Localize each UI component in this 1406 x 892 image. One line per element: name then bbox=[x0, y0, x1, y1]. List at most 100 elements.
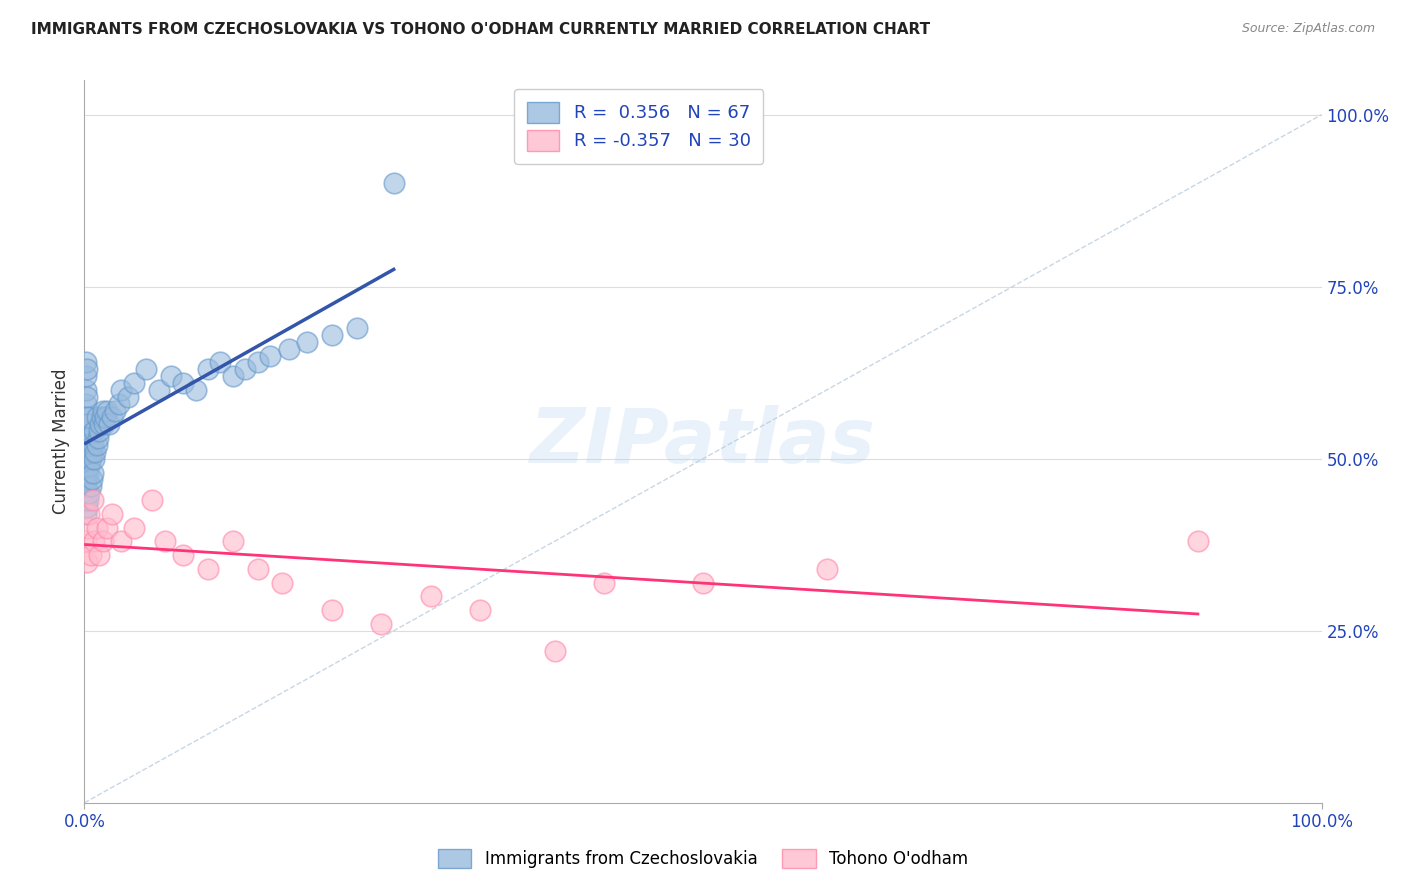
Point bbox=[76, 362, 98, 376]
Point bbox=[79, 479, 101, 493]
Point bbox=[75, 424, 97, 438]
Point bbox=[77, 520, 100, 534]
Point bbox=[93, 417, 115, 432]
Point bbox=[1187, 534, 1209, 549]
Point bbox=[76, 555, 98, 569]
Point bbox=[246, 562, 269, 576]
Point bbox=[122, 520, 145, 534]
Point bbox=[75, 397, 97, 411]
Point bbox=[246, 355, 269, 369]
Point bbox=[76, 390, 98, 404]
Point bbox=[259, 349, 281, 363]
Point bbox=[160, 369, 183, 384]
Point bbox=[89, 424, 111, 438]
Point bbox=[419, 590, 441, 604]
Point bbox=[79, 507, 101, 521]
Point bbox=[79, 458, 101, 473]
Legend: Immigrants from Czechoslovakia, Tohono O'odham: Immigrants from Czechoslovakia, Tohono O… bbox=[432, 842, 974, 875]
Point bbox=[76, 472, 98, 486]
Point bbox=[141, 493, 163, 508]
Point bbox=[295, 334, 318, 349]
Point bbox=[222, 369, 245, 384]
Text: ZIPatlas: ZIPatlas bbox=[530, 405, 876, 478]
Point bbox=[321, 327, 343, 342]
Point bbox=[277, 342, 299, 356]
Y-axis label: Currently Married: Currently Married bbox=[52, 368, 70, 515]
Point bbox=[75, 466, 97, 480]
Point bbox=[108, 397, 131, 411]
Point bbox=[82, 493, 104, 508]
Point bbox=[100, 410, 122, 425]
Point bbox=[75, 383, 97, 397]
Point bbox=[135, 362, 157, 376]
Point bbox=[184, 383, 207, 397]
Point bbox=[75, 534, 97, 549]
Point bbox=[271, 575, 294, 590]
Point bbox=[110, 534, 132, 549]
Point bbox=[86, 520, 108, 534]
Point bbox=[692, 575, 714, 590]
Point bbox=[172, 376, 194, 390]
Point bbox=[83, 534, 105, 549]
Point bbox=[382, 177, 405, 191]
Point bbox=[470, 603, 492, 617]
Point bbox=[94, 410, 117, 425]
Point bbox=[77, 493, 100, 508]
Point bbox=[172, 548, 194, 562]
Point bbox=[76, 445, 98, 459]
Point bbox=[222, 534, 245, 549]
Point bbox=[91, 534, 114, 549]
Point bbox=[815, 562, 838, 576]
Point bbox=[153, 534, 176, 549]
Point bbox=[91, 403, 114, 417]
Point bbox=[79, 451, 101, 466]
Point bbox=[79, 548, 101, 562]
Point bbox=[75, 507, 97, 521]
Point bbox=[89, 417, 111, 432]
Point bbox=[80, 445, 103, 459]
Point bbox=[80, 472, 103, 486]
Point bbox=[122, 376, 145, 390]
Point bbox=[75, 410, 97, 425]
Point bbox=[110, 383, 132, 397]
Point bbox=[96, 403, 118, 417]
Point bbox=[79, 486, 101, 500]
Point bbox=[86, 438, 108, 452]
Point bbox=[82, 438, 104, 452]
Point bbox=[543, 644, 565, 658]
Point bbox=[87, 431, 110, 445]
Point bbox=[77, 438, 100, 452]
Point bbox=[197, 562, 219, 576]
Point bbox=[90, 410, 112, 425]
Point bbox=[209, 355, 232, 369]
Point bbox=[75, 479, 97, 493]
Point bbox=[75, 438, 97, 452]
Point bbox=[84, 445, 107, 459]
Point bbox=[593, 575, 616, 590]
Point bbox=[346, 321, 368, 335]
Point bbox=[83, 451, 105, 466]
Point bbox=[100, 507, 122, 521]
Point bbox=[96, 520, 118, 534]
Point bbox=[75, 355, 97, 369]
Point bbox=[77, 410, 100, 425]
Point bbox=[117, 390, 139, 404]
Point bbox=[233, 362, 256, 376]
Point bbox=[77, 466, 100, 480]
Point bbox=[104, 403, 127, 417]
Text: Source: ZipAtlas.com: Source: ZipAtlas.com bbox=[1241, 22, 1375, 36]
Point bbox=[79, 431, 101, 445]
Point bbox=[321, 603, 343, 617]
Point bbox=[370, 616, 392, 631]
Point bbox=[76, 500, 98, 514]
Point bbox=[86, 410, 108, 425]
Point bbox=[148, 383, 170, 397]
Point bbox=[76, 417, 98, 432]
Point bbox=[75, 493, 97, 508]
Point bbox=[83, 424, 105, 438]
Point bbox=[82, 466, 104, 480]
Point bbox=[98, 417, 121, 432]
Text: IMMIGRANTS FROM CZECHOSLOVAKIA VS TOHONO O'ODHAM CURRENTLY MARRIED CORRELATION C: IMMIGRANTS FROM CZECHOSLOVAKIA VS TOHONO… bbox=[31, 22, 929, 37]
Point bbox=[75, 451, 97, 466]
Point bbox=[89, 548, 111, 562]
